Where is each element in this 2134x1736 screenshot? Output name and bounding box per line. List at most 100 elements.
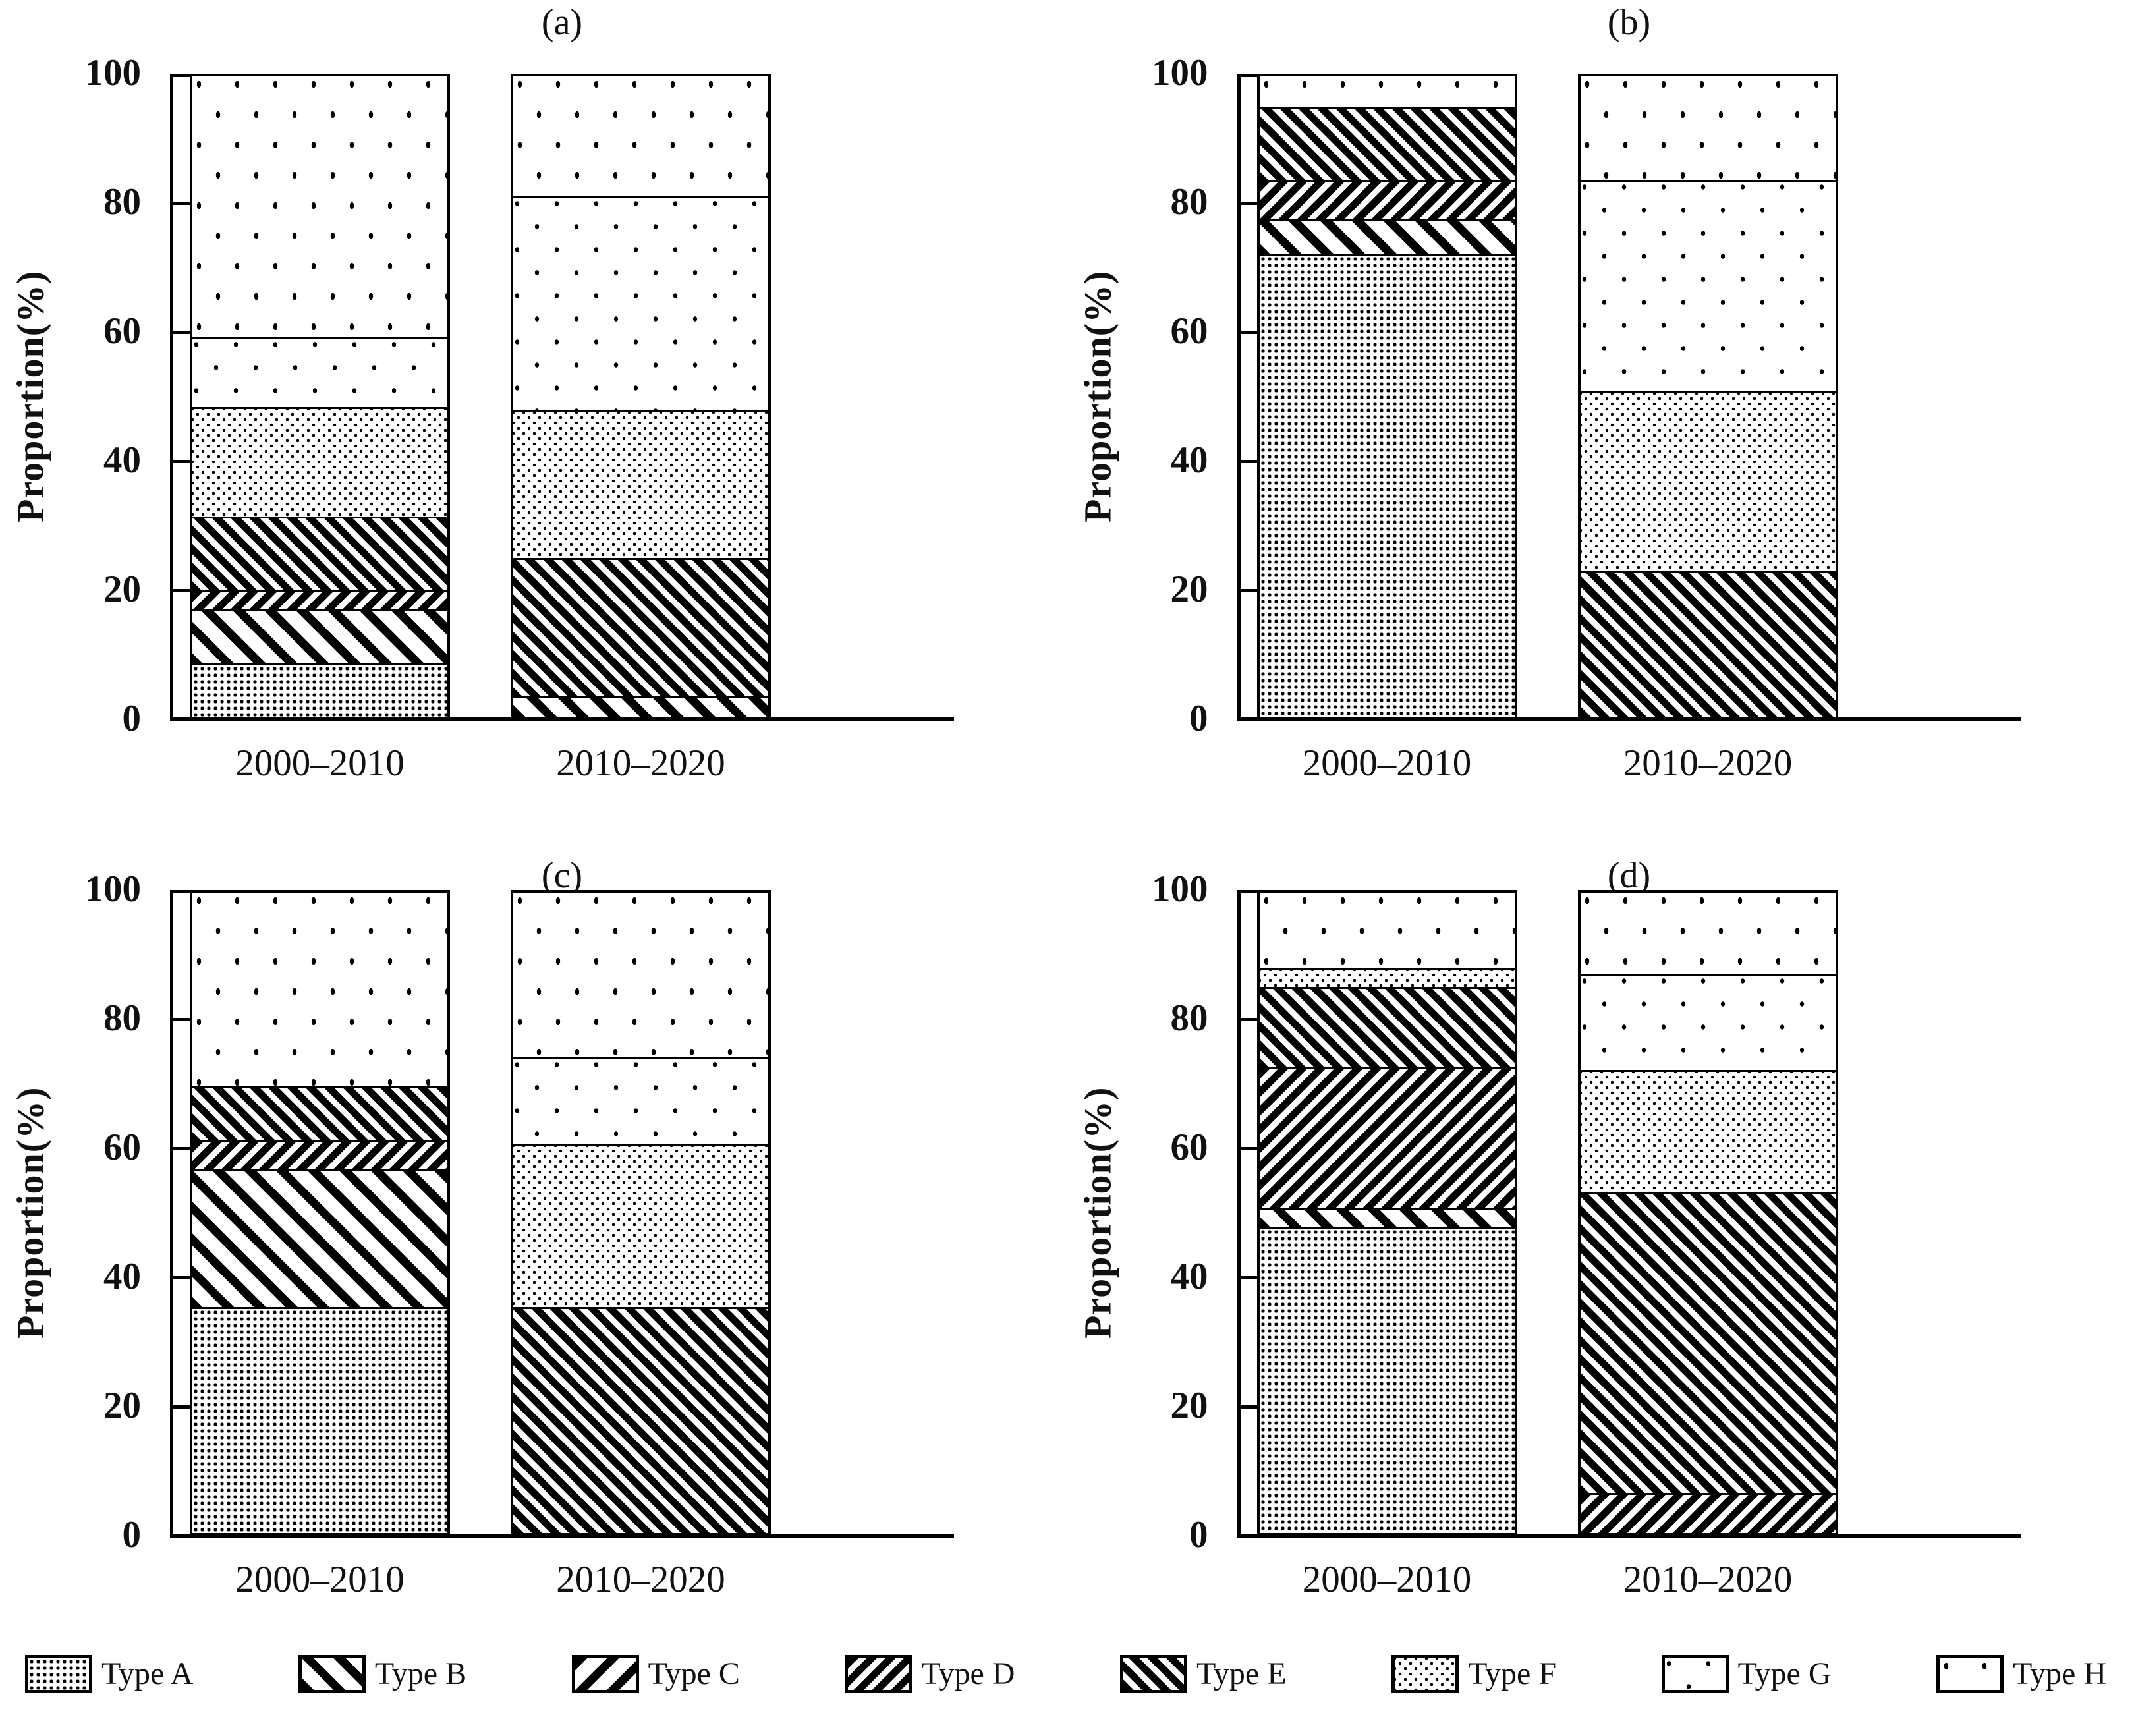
segment-type-a: [1259, 256, 1515, 717]
y-axis: [170, 74, 173, 719]
segment-type-d: [1580, 1494, 1836, 1533]
legend-swatch-type-b-icon: [298, 1654, 366, 1693]
y-tick-label: 20: [1170, 1385, 1208, 1427]
legend: Type A Type B Type C Type D Type E Type F Type…: [0, 1634, 2134, 1736]
y-tick-label: 100: [84, 52, 142, 94]
y-tick-mark: [173, 459, 196, 463]
segment-separator: [192, 1140, 447, 1143]
segment-type-g: [1580, 976, 1836, 1073]
segment-type-e: [1259, 108, 1515, 182]
segment-separator: [1580, 1191, 1836, 1194]
y-axis-label: Proportion(%): [1076, 1086, 1119, 1339]
y-tick-label: 20: [103, 1385, 141, 1427]
segment-separator: [1259, 967, 1515, 970]
panel-title-block: (d): [1067, 853, 2134, 894]
segment-type-e: [192, 1088, 447, 1143]
bar-stack: [192, 893, 447, 1533]
legend-label: Type C: [648, 1656, 740, 1691]
y-tick-label: 0: [1189, 1514, 1208, 1556]
segment-type-d: [192, 592, 447, 611]
legend-item-type-d: Type D: [845, 1654, 1015, 1693]
y-tick-label: 40: [1170, 1256, 1208, 1298]
y-tick-label: 0: [122, 698, 142, 740]
segment-separator: [1580, 571, 1836, 573]
panel-title: (a): [541, 2, 583, 43]
y-tick-label: 80: [1170, 997, 1208, 1040]
y-tick-mark: [1240, 1146, 1263, 1150]
panel-d: (d) Proportion(%) 0 20 40 60 80 100 2000–2010 201…: [1067, 853, 2134, 1634]
legend-swatch-type-g-icon: [1661, 1654, 1729, 1693]
y-tick-mark: [173, 588, 196, 592]
bar-2010-2020: [511, 890, 771, 1536]
segment-separator: [192, 590, 447, 592]
segment-separator: [192, 1306, 447, 1309]
legend-swatch-type-d-icon: [845, 1654, 913, 1693]
plot-row: Proportion(%) 0 20 40 60 80 100: [1067, 868, 2134, 1555]
panel-title: (b): [1607, 2, 1651, 43]
y-tick-mark: [1240, 1017, 1263, 1021]
y-tick-mark: [173, 201, 196, 205]
segment-type-b: [1259, 1210, 1515, 1229]
segment-type-b: [1259, 220, 1515, 256]
segment-type-f: [192, 409, 447, 518]
legend-label: Type B: [374, 1656, 467, 1691]
segment-separator: [192, 609, 447, 611]
y-tick-label: 0: [1189, 698, 1208, 740]
y-tick-label: 60: [1170, 310, 1208, 352]
segment-type-d: [1259, 182, 1515, 221]
segment-type-e: [192, 518, 447, 592]
y-tick-label: 20: [103, 569, 141, 611]
legend-item-type-b: Type B: [298, 1654, 467, 1693]
bar-stack: [1259, 76, 1515, 717]
panel-c: (c) Proportion(%) 0 20 40 60 80 100 2000–2010 201…: [0, 853, 1067, 1634]
y-tick-mark: [1240, 330, 1263, 334]
segment-separator: [1259, 1227, 1515, 1229]
y-tick-label: 100: [84, 868, 142, 910]
bar-2000-2010: [1256, 74, 1517, 719]
legend-swatch-type-e-icon: [1119, 1654, 1187, 1693]
y-axis-top-cap: [1237, 74, 1264, 77]
bar-stack: [1580, 76, 1836, 717]
y-tick-label: 40: [103, 1256, 141, 1298]
bar-2010-2020: [1577, 74, 1838, 719]
y-tick-mark: [1240, 1275, 1263, 1279]
legend-swatch-type-f-icon: [1391, 1654, 1459, 1693]
x-category-label: 2010–2020: [556, 742, 725, 784]
segment-separator: [192, 663, 447, 666]
segment-separator: [1580, 391, 1836, 394]
segment-separator: [513, 410, 768, 413]
y-tick-mark: [173, 1405, 196, 1409]
x-axis: [170, 1534, 954, 1538]
bar-stack: [1259, 893, 1515, 1533]
panel-a: (a) Proportion(%) 0 20 40 60 80 100 2000–2010 201…: [0, 0, 1067, 853]
y-axis-top-cap: [170, 890, 196, 893]
legend-item-type-f: Type F: [1391, 1654, 1556, 1693]
segment-type-h: [513, 893, 768, 1059]
plot-area: 0 20 40 60 80 100: [1152, 868, 2021, 1555]
y-tick-mark: [173, 1017, 196, 1021]
segment-type-h: [192, 76, 447, 339]
panel-title: (c): [541, 855, 583, 896]
segment-type-h: [1259, 76, 1515, 109]
y-tick-mark: [173, 1146, 196, 1150]
legend-label: Type A: [101, 1656, 194, 1691]
x-axis: [170, 717, 954, 721]
y-tick-label: 100: [1152, 868, 1208, 910]
legend-item-type-g: Type G: [1661, 1654, 1832, 1693]
x-axis: [1237, 1534, 2021, 1538]
legend-item-type-h: Type H: [1936, 1654, 2106, 1693]
segment-type-a: [192, 1308, 447, 1533]
y-tick-mark: [1240, 588, 1263, 592]
y-axis-top-cap: [170, 74, 196, 77]
segment-separator: [513, 196, 768, 198]
segment-type-d: [1259, 1069, 1515, 1210]
x-category-label: 2000–2010: [235, 1559, 405, 1600]
legend-item-type-a: Type A: [25, 1654, 194, 1693]
y-axis-top-cap: [1237, 890, 1264, 893]
bar-2000-2010: [190, 890, 450, 1536]
y-axis: [170, 890, 173, 1536]
segment-separator: [513, 1306, 768, 1309]
legend-item-type-c: Type C: [571, 1654, 740, 1693]
segment-type-e: [1580, 573, 1836, 717]
y-tick-label: 0: [122, 1514, 142, 1556]
